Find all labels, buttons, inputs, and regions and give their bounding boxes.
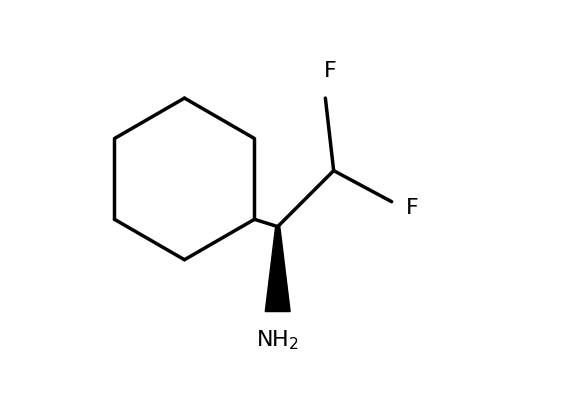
Text: F: F <box>406 198 419 218</box>
Polygon shape <box>265 226 290 312</box>
Text: F: F <box>324 61 337 81</box>
Text: NH$_2$: NH$_2$ <box>256 329 299 352</box>
